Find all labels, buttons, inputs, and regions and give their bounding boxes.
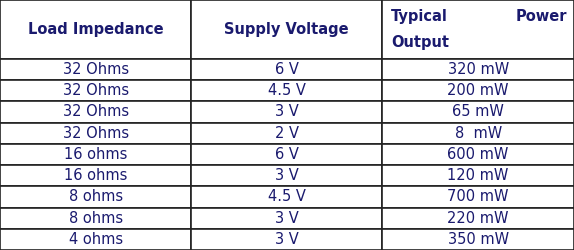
- Text: 32 Ohms: 32 Ohms: [63, 83, 129, 98]
- Bar: [382, 80, 574, 101]
- Bar: [191, 229, 382, 250]
- Bar: [191, 59, 382, 80]
- Bar: [0, 80, 191, 101]
- Text: 2 V: 2 V: [275, 126, 298, 140]
- Text: 32 Ohms: 32 Ohms: [63, 104, 129, 120]
- Bar: [191, 144, 382, 165]
- Bar: [0, 144, 191, 165]
- Bar: [382, 144, 574, 165]
- Text: 8 ohms: 8 ohms: [68, 210, 123, 226]
- Text: 6 V: 6 V: [275, 147, 298, 162]
- Bar: [0, 186, 191, 208]
- Bar: [0, 101, 191, 122]
- Bar: [191, 122, 382, 144]
- Text: 8 ohms: 8 ohms: [68, 190, 123, 204]
- Bar: [382, 186, 574, 208]
- Text: 700 mW: 700 mW: [447, 190, 509, 204]
- Text: 3 V: 3 V: [275, 210, 298, 226]
- Text: 600 mW: 600 mW: [448, 147, 509, 162]
- Text: Typical: Typical: [391, 9, 448, 24]
- Text: 200 mW: 200 mW: [447, 83, 509, 98]
- Bar: [191, 80, 382, 101]
- Bar: [191, 165, 382, 186]
- Bar: [191, 0, 382, 59]
- Text: 16 ohms: 16 ohms: [64, 147, 127, 162]
- Text: Power: Power: [515, 9, 567, 24]
- Bar: [191, 101, 382, 122]
- Text: 4.5 V: 4.5 V: [268, 83, 305, 98]
- Bar: [191, 208, 382, 229]
- Text: 220 mW: 220 mW: [447, 210, 509, 226]
- Text: 32 Ohms: 32 Ohms: [63, 62, 129, 77]
- Bar: [382, 229, 574, 250]
- Bar: [0, 208, 191, 229]
- Text: 4.5 V: 4.5 V: [268, 190, 305, 204]
- Bar: [382, 0, 574, 59]
- Text: Supply Voltage: Supply Voltage: [224, 22, 349, 37]
- Bar: [0, 165, 191, 186]
- Bar: [0, 59, 191, 80]
- Bar: [0, 229, 191, 250]
- Text: 4 ohms: 4 ohms: [68, 232, 123, 247]
- Text: 6 V: 6 V: [275, 62, 298, 77]
- Bar: [382, 165, 574, 186]
- Text: 320 mW: 320 mW: [448, 62, 509, 77]
- Text: 8  mW: 8 mW: [455, 126, 502, 140]
- Bar: [0, 0, 191, 59]
- Bar: [382, 208, 574, 229]
- Bar: [0, 122, 191, 144]
- Text: 32 Ohms: 32 Ohms: [63, 126, 129, 140]
- Text: 120 mW: 120 mW: [448, 168, 509, 183]
- Text: 65 mW: 65 mW: [452, 104, 504, 120]
- Bar: [382, 101, 574, 122]
- Bar: [382, 122, 574, 144]
- Text: 3 V: 3 V: [275, 104, 298, 120]
- Text: Load Impedance: Load Impedance: [28, 22, 164, 37]
- Text: 3 V: 3 V: [275, 168, 298, 183]
- Bar: [382, 59, 574, 80]
- Text: 350 mW: 350 mW: [448, 232, 509, 247]
- Text: 16 ohms: 16 ohms: [64, 168, 127, 183]
- Text: Output: Output: [391, 35, 449, 50]
- Text: 3 V: 3 V: [275, 232, 298, 247]
- Bar: [191, 186, 382, 208]
